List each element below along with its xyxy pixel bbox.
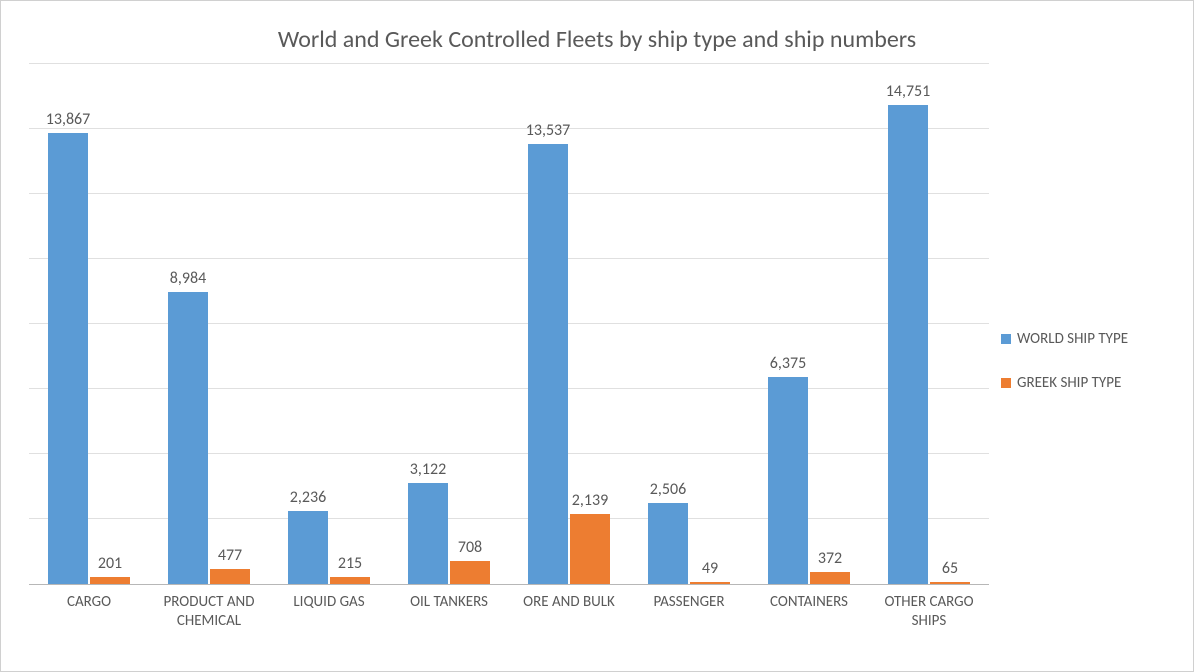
- bar: 477: [210, 569, 250, 585]
- bar-value-label: 215: [338, 554, 362, 573]
- x-axis-label: OTHER CARGO SHIPS: [869, 585, 989, 657]
- bar-value-label: 65: [942, 559, 958, 578]
- bar-value-label: 201: [98, 554, 122, 573]
- bar-value-label: 3,122: [410, 460, 446, 479]
- bar: 8,984: [168, 292, 208, 584]
- plot-wrap: 13,8672018,9844772,2362153,12270813,5372…: [29, 64, 989, 657]
- category-group: 13,867201: [29, 64, 149, 584]
- bar: 2,506: [648, 503, 688, 584]
- bar: 14,751: [888, 105, 928, 584]
- legend-swatch: [1001, 378, 1011, 388]
- bar: 2,139: [570, 514, 610, 584]
- category-group: 2,236215: [269, 64, 389, 584]
- category-group: 3,122708: [389, 64, 509, 584]
- x-axis-label: LIQUID GAS: [269, 585, 389, 657]
- bar-value-label: 13,537: [526, 121, 571, 140]
- chart-title: World and Greek Controlled Fleets by shi…: [1, 1, 1193, 64]
- legend-swatch: [1001, 334, 1011, 344]
- bar-value-label: 13,867: [46, 110, 91, 129]
- category-group: 6,375372: [749, 64, 869, 584]
- bar: 6,375: [768, 377, 808, 584]
- bar: 201: [90, 577, 130, 584]
- bar-value-label: 708: [458, 538, 482, 557]
- legend-label: GREEK SHIP TYPE: [1017, 374, 1121, 392]
- category-group: 14,75165: [869, 64, 989, 584]
- category-group: 8,984477: [149, 64, 269, 584]
- category-group: 2,50649: [629, 64, 749, 584]
- bar-value-label: 49: [702, 559, 718, 578]
- legend-label: WORLD SHIP TYPE: [1017, 330, 1128, 348]
- bar: 708: [450, 561, 490, 584]
- x-axis-label: CONTAINERS: [749, 585, 869, 657]
- bar: 2,236: [288, 511, 328, 584]
- bar: 49: [690, 582, 730, 584]
- x-axis-label: OIL TANKERS: [389, 585, 509, 657]
- x-axis-label: ORE AND BULK: [509, 585, 629, 657]
- chart-body: 13,8672018,9844772,2362153,12270813,5372…: [1, 64, 1193, 671]
- bars-row: 13,8672018,9844772,2362153,12270813,5372…: [29, 64, 989, 584]
- bar: 3,122: [408, 483, 448, 584]
- x-axis: CARGOPRODUCT AND CHEMICALLIQUID GASOIL T…: [29, 585, 989, 657]
- legend: WORLD SHIP TYPE GREEK SHIP TYPE: [989, 64, 1179, 657]
- x-axis-label: CARGO: [29, 585, 149, 657]
- bar: 13,537: [528, 144, 568, 584]
- bar-value-label: 2,506: [650, 480, 686, 499]
- x-axis-label: PRODUCT AND CHEMICAL: [149, 585, 269, 657]
- chart-container: World and Greek Controlled Fleets by shi…: [0, 0, 1194, 672]
- legend-item: WORLD SHIP TYPE: [1001, 330, 1179, 348]
- bar-value-label: 2,139: [572, 491, 608, 510]
- category-group: 13,5372,139: [509, 64, 629, 584]
- bar-value-label: 2,236: [290, 488, 326, 507]
- bar-value-label: 14,751: [886, 82, 931, 101]
- bar-value-label: 8,984: [170, 269, 206, 288]
- legend-item: GREEK SHIP TYPE: [1001, 374, 1179, 392]
- bar: 65: [930, 582, 970, 584]
- bar-value-label: 6,375: [770, 354, 806, 373]
- bar-value-label: 477: [218, 546, 242, 565]
- bar: 13,867: [48, 133, 88, 584]
- bar: 215: [330, 577, 370, 584]
- bar-value-label: 372: [818, 549, 842, 568]
- bar: 372: [810, 572, 850, 584]
- x-axis-label: PASSENGER: [629, 585, 749, 657]
- plot-area: 13,8672018,9844772,2362153,12270813,5372…: [29, 64, 989, 585]
